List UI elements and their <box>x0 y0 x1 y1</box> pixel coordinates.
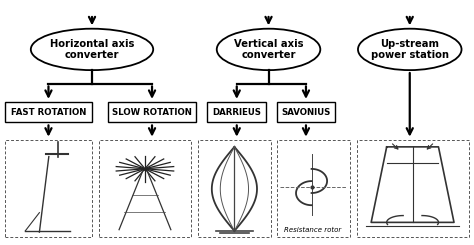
Text: Resistance rotor: Resistance rotor <box>284 227 342 233</box>
Text: DARRIEUS: DARRIEUS <box>212 108 261 117</box>
Ellipse shape <box>217 29 320 70</box>
Ellipse shape <box>31 29 153 70</box>
Text: Horizontal axis
converter: Horizontal axis converter <box>50 39 134 60</box>
FancyBboxPatch shape <box>109 102 196 122</box>
FancyBboxPatch shape <box>207 102 266 122</box>
Text: Up-stream
power station: Up-stream power station <box>371 39 449 60</box>
FancyBboxPatch shape <box>276 102 336 122</box>
Text: SAVONIUS: SAVONIUS <box>281 108 331 117</box>
Text: FAST ROTATION: FAST ROTATION <box>11 108 86 117</box>
Text: Vertical axis
converter: Vertical axis converter <box>234 39 303 60</box>
Ellipse shape <box>358 29 462 70</box>
FancyBboxPatch shape <box>5 102 92 122</box>
Text: SLOW ROTATION: SLOW ROTATION <box>112 108 192 117</box>
